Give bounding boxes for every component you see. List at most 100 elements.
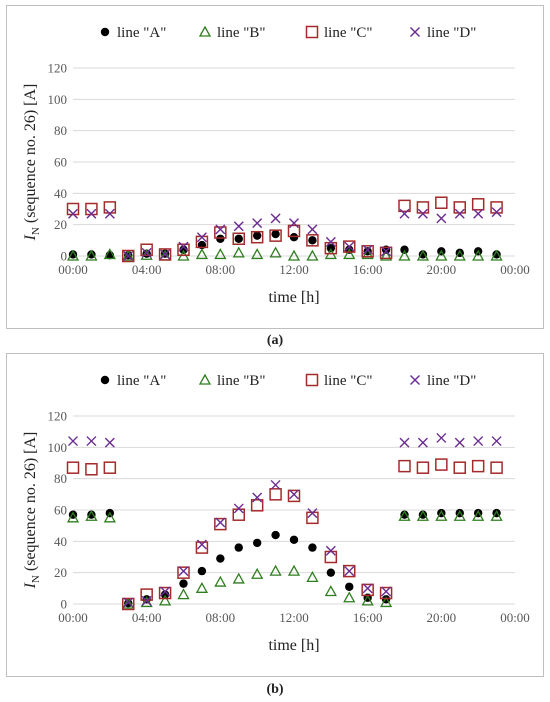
data-point — [271, 530, 280, 540]
x-axis-label: time [h] — [268, 289, 319, 306]
caption-a-label: (a) — [266, 333, 284, 348]
data-point — [454, 437, 465, 448]
data-point — [66, 461, 80, 474]
data-point — [214, 248, 227, 260]
legend: line "A" line "B" line "C" line "D" — [100, 25, 476, 41]
legend-item: line "A" — [100, 373, 166, 389]
data-point — [269, 246, 282, 258]
data-point — [196, 232, 207, 243]
data-point — [216, 234, 225, 243]
data-point — [435, 249, 448, 261]
y-tick-label: 40 — [54, 534, 67, 549]
data-point — [453, 249, 466, 261]
legend-label: line "D" — [427, 25, 476, 41]
legend-marker-square-icon — [305, 25, 319, 39]
data-point — [289, 218, 299, 229]
legend-marker-square-icon — [305, 373, 319, 387]
x-tick-label: 00:00 — [58, 262, 88, 277]
data-point — [68, 208, 78, 219]
data-point — [270, 213, 281, 224]
data-point — [252, 492, 263, 503]
y-tick-label: 60 — [54, 155, 67, 170]
data-point — [343, 591, 356, 603]
caption-b-label: (b) — [266, 682, 284, 697]
data-point — [490, 461, 503, 474]
data-point — [85, 249, 98, 261]
x-axis-label: time [h] — [268, 637, 319, 654]
data-point — [307, 508, 318, 519]
data-point — [269, 488, 282, 501]
data-point — [399, 208, 410, 219]
data-point — [123, 597, 134, 608]
chart-a-svg: 0 20 40 60 80 100 120 00:00 04:00 08:00 12:00 16:00… — [22, 25, 530, 306]
data-point — [87, 510, 96, 519]
y-tick-label: 100 — [48, 92, 68, 107]
caption-a: (a) — [0, 333, 550, 349]
series-d — [68, 432, 502, 608]
data-point — [306, 571, 319, 583]
data-point — [418, 250, 428, 259]
legend-label: line "C" — [324, 373, 373, 389]
data-point — [287, 489, 301, 503]
data-point — [362, 244, 373, 255]
data-point — [122, 249, 135, 261]
data-point — [379, 246, 393, 260]
legend-item: line "C" — [305, 25, 373, 41]
data-point — [473, 436, 484, 447]
data-point — [178, 566, 189, 577]
data-point — [269, 564, 282, 576]
legend-label: line "B" — [217, 373, 266, 389]
data-point — [103, 511, 116, 523]
data-point — [326, 568, 336, 577]
data-point — [68, 250, 78, 259]
data-point — [234, 543, 243, 552]
caption-b: (b) — [0, 682, 550, 698]
data-point — [399, 437, 410, 448]
data-point — [472, 509, 485, 521]
data-point — [158, 594, 172, 606]
data-point — [66, 511, 80, 523]
data-point — [306, 234, 319, 247]
data-point — [471, 459, 485, 473]
data-point — [196, 539, 207, 550]
data-point — [103, 248, 116, 260]
data-point — [343, 248, 356, 260]
data-point — [361, 245, 374, 258]
data-point — [233, 503, 244, 514]
legend-item: line "D" — [410, 373, 476, 389]
data-point — [289, 233, 299, 242]
data-point — [140, 243, 153, 256]
legend-marker-circle-icon — [100, 27, 110, 37]
data-point — [232, 246, 245, 258]
gridlines — [73, 67, 515, 257]
data-point — [416, 509, 430, 521]
chart-panel-b: 0 20 40 60 80 100 120 00:00 04:00 08:00 12:00 16:00… — [6, 353, 544, 677]
y-tick-label: 40 — [54, 186, 67, 201]
y-axis-label: IN (sequence no. 26) [A] — [22, 432, 42, 590]
chart-panel-a: 0 20 40 60 80 100 120 00:00 04:00 08:00 12:00 16:00… — [6, 5, 544, 329]
data-point — [491, 207, 502, 218]
data-point — [178, 241, 189, 252]
data-point — [252, 231, 262, 240]
series-c — [66, 458, 503, 611]
data-point — [141, 247, 152, 258]
data-point — [195, 541, 209, 554]
data-point — [214, 517, 227, 531]
data-point — [214, 226, 227, 239]
data-point — [270, 479, 281, 490]
data-point — [271, 229, 280, 239]
data-point — [416, 461, 430, 474]
x-tick-label: 00:00 — [58, 610, 88, 625]
data-point — [417, 208, 428, 219]
data-point — [325, 545, 336, 556]
y-tick-label: 60 — [54, 503, 67, 518]
x-tick-label: 00:00 — [500, 610, 530, 625]
series-d — [68, 207, 502, 261]
data-point — [158, 248, 172, 261]
data-point — [177, 243, 190, 256]
data-point — [123, 251, 134, 261]
legend-item: line "B" — [198, 373, 266, 389]
data-point — [104, 437, 115, 448]
data-point — [473, 208, 484, 219]
y-tick-label: 80 — [54, 471, 67, 486]
